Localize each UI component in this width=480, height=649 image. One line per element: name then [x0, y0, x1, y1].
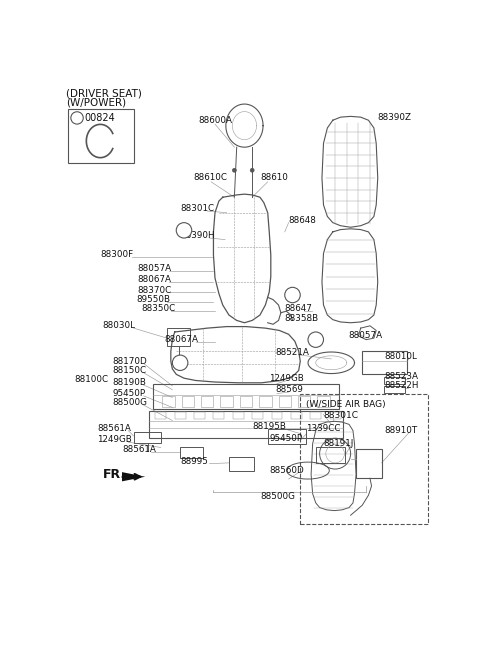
Text: 88190B: 88190B	[113, 378, 146, 387]
Text: 88170D: 88170D	[113, 357, 147, 366]
Text: 88600A: 88600A	[198, 116, 232, 125]
Bar	[272, 412, 282, 419]
Text: 88100C: 88100C	[74, 375, 108, 384]
Text: 88523A: 88523A	[384, 372, 418, 381]
Bar	[316, 447, 345, 463]
Text: (W/POWER): (W/POWER)	[66, 98, 126, 108]
Bar	[149, 411, 343, 438]
Text: 88370C: 88370C	[137, 286, 172, 295]
Bar	[311, 412, 321, 419]
Ellipse shape	[232, 168, 236, 172]
Text: 88647: 88647	[285, 304, 312, 313]
Text: 88191J: 88191J	[324, 439, 354, 448]
Text: a: a	[290, 291, 295, 300]
Text: 88300F: 88300F	[100, 251, 133, 260]
Text: 88522H: 88522H	[384, 382, 419, 391]
Text: 88390H: 88390H	[180, 231, 215, 240]
Text: 88067A: 88067A	[165, 335, 199, 344]
Ellipse shape	[285, 288, 300, 302]
Text: 88610C: 88610C	[193, 173, 228, 182]
Text: 88648: 88648	[288, 216, 316, 225]
Ellipse shape	[71, 112, 83, 124]
Text: 88301C: 88301C	[180, 204, 214, 214]
Bar	[229, 457, 254, 471]
Text: 1339CC: 1339CC	[306, 424, 341, 433]
Text: 88010L: 88010L	[384, 352, 417, 361]
Text: 88521A: 88521A	[276, 349, 309, 357]
Bar	[156, 412, 166, 419]
Text: 88195B: 88195B	[252, 422, 286, 431]
Text: 88560D: 88560D	[269, 466, 304, 475]
Bar	[384, 376, 405, 384]
Bar	[181, 396, 194, 408]
Bar	[162, 396, 175, 408]
Text: a: a	[178, 358, 182, 367]
Ellipse shape	[250, 168, 254, 172]
Text: a: a	[75, 114, 79, 123]
Text: 89550B: 89550B	[136, 295, 170, 304]
Bar	[268, 429, 306, 444]
Bar	[291, 412, 302, 419]
Text: 1249GB: 1249GB	[269, 374, 304, 383]
Bar	[300, 393, 428, 524]
Bar	[330, 412, 340, 419]
Bar	[362, 351, 407, 374]
Bar	[298, 396, 311, 408]
Ellipse shape	[172, 355, 188, 371]
Bar	[252, 412, 263, 419]
Text: 88500G: 88500G	[113, 398, 147, 408]
Text: 1249GB: 1249GB	[97, 435, 132, 445]
Bar	[133, 432, 161, 443]
Bar	[214, 412, 224, 419]
Polygon shape	[122, 472, 145, 482]
Bar	[180, 447, 204, 458]
Bar	[356, 449, 382, 478]
Ellipse shape	[176, 223, 192, 238]
Text: 88390Z: 88390Z	[378, 114, 412, 123]
Bar	[68, 108, 133, 163]
Text: 88350C: 88350C	[142, 304, 176, 313]
Text: FR.: FR.	[103, 468, 126, 481]
Text: 88500G: 88500G	[260, 492, 295, 501]
Text: (W/SIDE AIR BAG): (W/SIDE AIR BAG)	[306, 400, 386, 409]
Bar	[384, 386, 405, 393]
Text: 88610: 88610	[260, 173, 288, 182]
Bar	[201, 396, 214, 408]
Text: a: a	[313, 335, 318, 344]
Text: (DRIVER SEAT): (DRIVER SEAT)	[66, 89, 142, 99]
Bar	[317, 396, 330, 408]
Text: 88301C: 88301C	[324, 411, 359, 419]
Bar	[240, 396, 252, 408]
Text: 88150C: 88150C	[113, 366, 147, 375]
Bar	[278, 396, 291, 408]
Text: 95450P: 95450P	[269, 434, 302, 443]
Text: 88067A: 88067A	[137, 275, 171, 284]
Text: 88057A: 88057A	[348, 332, 383, 340]
Bar	[153, 384, 339, 409]
Bar	[259, 396, 272, 408]
Text: 88561A: 88561A	[97, 424, 131, 433]
Bar	[220, 396, 233, 408]
Text: 88910T: 88910T	[384, 426, 417, 435]
Bar	[233, 412, 244, 419]
Bar	[167, 328, 190, 346]
Text: a: a	[181, 226, 186, 235]
Text: 88569: 88569	[276, 386, 303, 394]
Text: 88030L: 88030L	[103, 321, 136, 330]
Ellipse shape	[308, 332, 324, 347]
Bar	[175, 412, 186, 419]
Text: 88358B: 88358B	[285, 313, 319, 323]
Text: 00824: 00824	[85, 113, 116, 123]
Bar	[194, 412, 205, 419]
Text: 88057A: 88057A	[137, 264, 172, 273]
Text: 95450P: 95450P	[113, 389, 146, 398]
Text: 88995: 88995	[180, 457, 208, 466]
Text: 88561A: 88561A	[122, 445, 156, 454]
